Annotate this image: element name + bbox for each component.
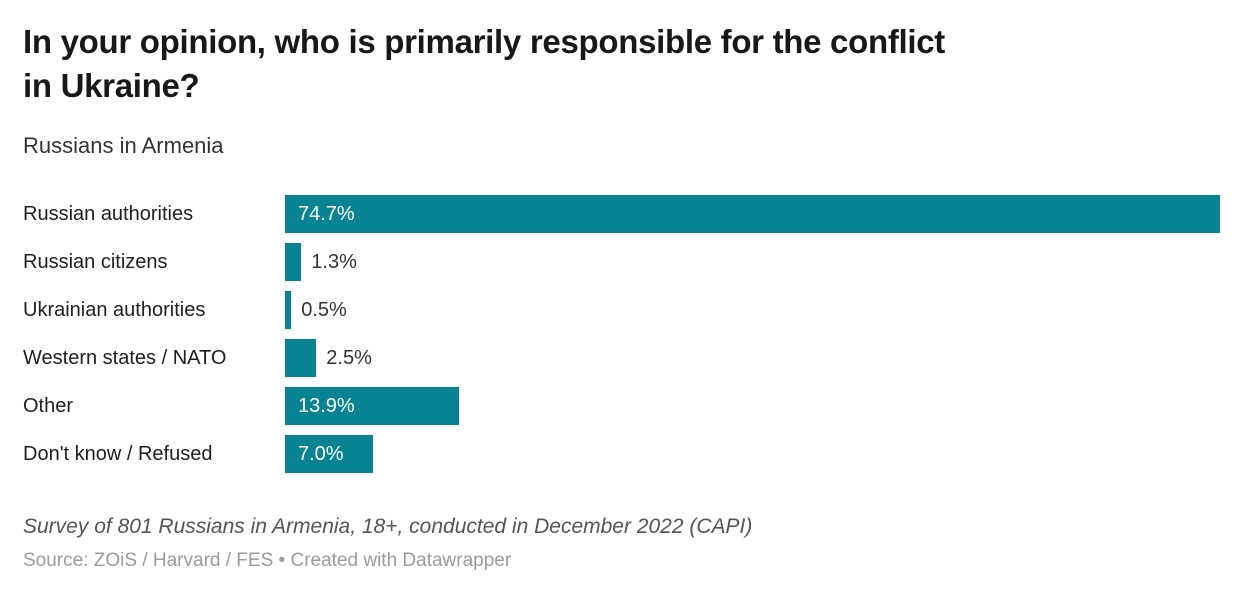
value-label: 7.0% [298, 442, 344, 465]
bar-chart: Russian authorities 74.7% Russian citizens… [23, 190, 1220, 478]
value-label: 1.3% [311, 250, 357, 273]
datawrapper-attribution[interactable]: Created with Datawrapper [290, 550, 512, 571]
chart-row: Other 13.9% [23, 382, 1220, 430]
category-label: Other [23, 395, 74, 417]
bar-track: 2.5% [285, 339, 1220, 377]
bar: 74.7% [285, 195, 1220, 233]
value-label: 13.9% [298, 394, 355, 417]
value-label: 74.7% [298, 202, 355, 225]
source-line: Source: ZOiS / Harvard / FES • Created w… [23, 549, 1220, 573]
bar-track: 13.9% [285, 387, 1220, 425]
chart-container: In your opinion, who is primarily respon… [0, 20, 1239, 598]
chart-row: Russian authorities 74.7% [23, 190, 1220, 238]
category-label: Russian authorities [23, 203, 194, 225]
category-label: Western states / NATO [23, 347, 227, 369]
chart-row: Western states / NATO 2.5% [23, 334, 1220, 382]
bar-track: 74.7% [285, 195, 1220, 233]
chart-subtitle: Russians in Armenia [23, 133, 224, 158]
bar-track: 7.0% [285, 435, 1220, 473]
bar [285, 291, 292, 329]
chart-row: Don't know / Refused 7.0% [23, 430, 1220, 478]
bar [285, 339, 317, 377]
value-label: 2.5% [326, 346, 372, 369]
bar: 7.0% [285, 435, 373, 473]
category-label: Don't know / Refused [23, 443, 213, 465]
chart-notes: Survey of 801 Russians in Armenia, 18+, … [23, 515, 753, 538]
bar-track: 1.3% [285, 243, 1220, 281]
chart-row: Russian citizens 1.3% [23, 238, 1220, 286]
source-prefix: Source: [23, 550, 89, 571]
chart-row: Ukrainian authorities 0.5% [23, 286, 1220, 334]
bar: 13.9% [285, 387, 459, 425]
category-label: Ukrainian authorities [23, 299, 206, 321]
category-label: Russian citizens [23, 251, 168, 273]
separator-dot: • [278, 550, 286, 571]
bar-track: 0.5% [285, 291, 1220, 329]
bar [285, 243, 302, 281]
value-label: 0.5% [301, 298, 347, 321]
chart-title: In your opinion, who is primarily respon… [23, 23, 945, 104]
source-text: ZOiS / Harvard / FES [93, 550, 274, 571]
